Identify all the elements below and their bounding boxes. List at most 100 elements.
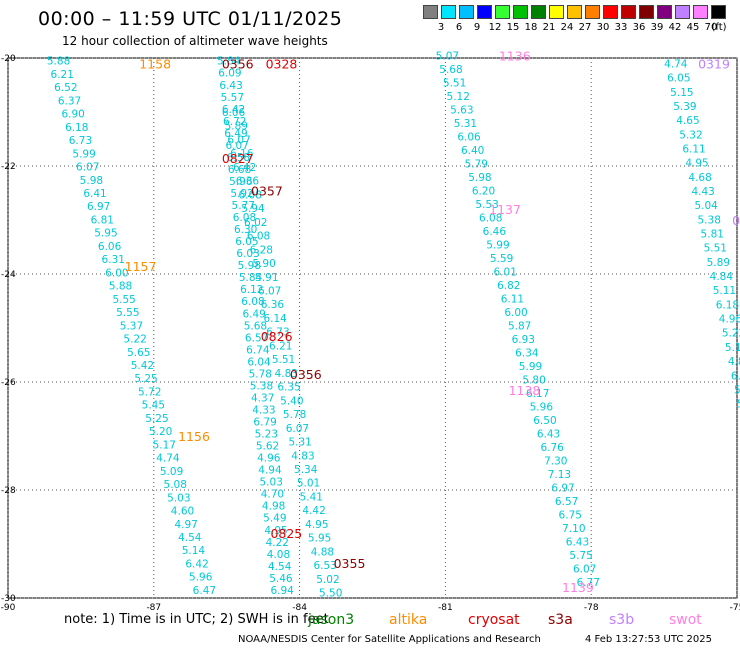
swh-value-label: 5.45 xyxy=(142,400,165,412)
swh-value-label: 5.68 xyxy=(439,64,462,76)
swh-value-label: 6.11 xyxy=(682,143,705,155)
swh-value-label: 6.28 xyxy=(250,244,273,256)
swh-value-label: 6.00 xyxy=(105,267,128,279)
swh-value-label: 5.46 xyxy=(269,573,293,585)
colorbar-tick-label: 27 xyxy=(578,22,592,33)
swh-value-label: 5.78 xyxy=(283,409,306,421)
swh-value-label: 6.08 xyxy=(241,296,264,308)
swh-value-label: 5.50 xyxy=(319,588,342,600)
colorbar-swatch xyxy=(657,5,672,19)
swh-value-label: 5.98 xyxy=(468,172,491,184)
pass-time-label: 1158 xyxy=(139,56,171,71)
colorbar-tick-label: 21 xyxy=(542,22,556,33)
colorbar-tick-label: 70 xyxy=(704,22,718,33)
swh-value-label: 5.53 xyxy=(475,199,498,211)
swh-value-label: 4.84 xyxy=(710,271,734,283)
lat-tick-label: -26 xyxy=(1,378,16,388)
swh-value-label: 5.14 xyxy=(182,545,206,557)
colorbar-tick-label: 33 xyxy=(614,22,628,33)
colorbar-tick-label: 45 xyxy=(686,22,700,33)
swh-value-label: 6.68 xyxy=(228,164,251,176)
swh-value-label: 5.03 xyxy=(260,477,283,489)
swh-value-label: 6.53 xyxy=(313,560,336,572)
swh-value-label: 5.41 xyxy=(300,491,323,503)
colorbar-tick-label: 12 xyxy=(488,22,502,33)
swh-value-label: 6.31 xyxy=(102,254,125,266)
swh-value-label: 5.55 xyxy=(116,307,139,319)
swh-value-label: 5.77 xyxy=(232,200,255,212)
lat-tick-label: -22 xyxy=(1,162,16,172)
swh-value-label: 5.96 xyxy=(229,176,253,188)
colorbar-tick-label: 39 xyxy=(650,22,664,33)
swh-value-label: 4.65 xyxy=(676,115,699,127)
lat-tick-label: -28 xyxy=(1,486,16,496)
swh-value-label: 6.42 xyxy=(233,162,256,174)
swh-value-label: 5.20 xyxy=(149,426,172,438)
colorbar-swatch xyxy=(531,5,546,19)
pass-time-label: 1157 xyxy=(125,259,157,274)
swh-value-label: 6.47 xyxy=(193,585,216,597)
swh-value-label: 6.07 xyxy=(573,563,596,575)
swh-value-label: 4.22 xyxy=(266,537,289,549)
swh-value-label: 6.30 xyxy=(234,224,257,236)
swh-value-label: 6.41 xyxy=(83,188,106,200)
swh-value-label: 5.81 xyxy=(701,229,724,241)
pass-time-label: 1156 xyxy=(178,429,210,444)
swh-value-label: 4.33 xyxy=(252,404,275,416)
swh-value-label: 6.07 xyxy=(286,423,309,435)
swh-value-label: 4.95 xyxy=(305,519,328,531)
swh-value-label: 5.32 xyxy=(679,129,702,141)
swh-value-label: 6.49 xyxy=(242,308,265,320)
swh-value-label: 4.95 xyxy=(264,525,287,537)
pass-time-label: 0319 xyxy=(698,56,730,71)
swh-value-label: 5.13 xyxy=(725,342,740,354)
swh-value-label: 4.83 xyxy=(275,368,298,380)
colorbar-tick-label: 6 xyxy=(455,22,463,33)
swh-value-label: 5.92 xyxy=(230,188,253,200)
swh-value-label: 6.58 xyxy=(227,152,250,164)
colorbar-swatch xyxy=(423,5,438,19)
swh-value-label: 6.42 xyxy=(222,104,245,116)
swh-value-label: 6.72 xyxy=(223,116,246,128)
swh-value-label: 5.78 xyxy=(249,368,272,380)
map-frame xyxy=(7,57,738,599)
lon-tick-label: -78 xyxy=(584,603,599,613)
colorbar-swatch xyxy=(477,5,492,19)
swh-value-label: 6.02 xyxy=(244,217,267,229)
swh-value-label: 5.95 xyxy=(94,228,117,240)
swh-value-label: 6.09 xyxy=(218,68,241,80)
swh-value-label: 6.46 xyxy=(483,226,507,238)
swh-value-label: 5.91 xyxy=(255,272,278,284)
swh-value-label: 5.96 xyxy=(530,401,554,413)
footer-timestamp: 4 Feb 13:27:53 UTC 2025 xyxy=(585,634,712,645)
swh-value-label: 6.16 xyxy=(230,148,254,160)
swh-value-label: 5.75 xyxy=(569,550,592,562)
lon-tick-label: -84 xyxy=(292,603,307,613)
lat-tick-label: -24 xyxy=(1,270,16,280)
swh-value-label: 5.39 xyxy=(673,101,696,113)
swh-value-label: 5.37 xyxy=(120,320,143,332)
swh-value-label: 5.22 xyxy=(722,328,740,340)
colorbar-swatch xyxy=(513,5,528,19)
swh-value-label: 6.06 xyxy=(98,241,122,253)
lon-tick-label: -90 xyxy=(1,603,16,613)
swh-value-label: 6.21 xyxy=(269,340,292,352)
swh-value-label: 5.03 xyxy=(167,492,190,504)
swh-value-label: 6.73 xyxy=(69,135,92,147)
swh-value-label: 5.90 xyxy=(252,258,275,270)
colorbar-swatch xyxy=(603,5,618,19)
swh-value-label: 6.08 xyxy=(233,212,256,224)
legend-s3b: s3b xyxy=(609,612,635,628)
swh-value-label: 6.00 xyxy=(504,307,527,319)
swh-value-label: 5.40 xyxy=(280,395,303,407)
swh-value-label: 5.07 xyxy=(436,50,459,62)
colorbar-swatch xyxy=(441,5,456,19)
swh-value-label: 6.34 xyxy=(515,347,539,359)
swh-value-label: 5.59 xyxy=(490,253,513,265)
swh-value-label: 4.96 xyxy=(719,314,740,326)
swh-value-label: 6.57 xyxy=(245,332,268,344)
swh-value-label: 4.84 xyxy=(728,356,740,368)
pass-time-label: 1138 xyxy=(509,383,541,398)
pass-time-label: 0826 xyxy=(261,329,293,344)
swh-value-label: 5.88 xyxy=(47,56,70,68)
